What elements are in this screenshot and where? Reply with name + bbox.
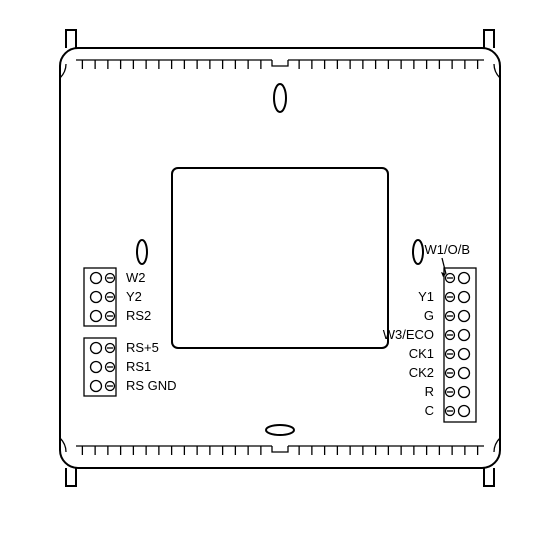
terminal-label: RS2 (126, 308, 151, 323)
terminal-label: RS1 (126, 359, 151, 374)
tab-bottom-right (484, 468, 494, 486)
terminal-label: G (424, 308, 434, 323)
terminal-ring (91, 343, 102, 354)
terminal-label: RS+5 (126, 340, 159, 355)
rail-notch (272, 446, 288, 452)
tab-top-right (484, 30, 494, 48)
terminal-label: RS GND (126, 378, 177, 393)
terminal-label: W2 (126, 270, 146, 285)
mounting-slot (266, 425, 294, 435)
rail-notch (272, 60, 288, 66)
tab-top-left (66, 30, 76, 48)
mounting-slot (413, 240, 423, 264)
terminal-label: CK1 (409, 346, 434, 361)
terminal-ring (91, 273, 102, 284)
terminal-label: Y2 (126, 289, 142, 304)
terminal-ring (91, 381, 102, 392)
terminal-ring (91, 362, 102, 373)
terminal-ring (91, 292, 102, 303)
terminal-ring (459, 330, 470, 341)
terminal-ring (459, 387, 470, 398)
tab-bottom-left (66, 468, 76, 486)
right-terminal-box (444, 268, 476, 422)
terminal-ring (459, 273, 470, 284)
terminal-label: C (425, 403, 434, 418)
terminal-label: Y1 (418, 289, 434, 304)
terminal-label: CK2 (409, 365, 434, 380)
terminal-label: R (425, 384, 434, 399)
terminal-ring (91, 311, 102, 322)
terminal-label: W3/ECO (383, 327, 434, 342)
terminal-ring (459, 406, 470, 417)
terminal-ring (459, 349, 470, 360)
terminal-label-pointer: W1/O/B (424, 242, 470, 257)
mounting-slot (137, 240, 147, 264)
mounting-slot (274, 84, 286, 112)
terminal-ring (459, 311, 470, 322)
terminal-ring (459, 368, 470, 379)
terminal-ring (459, 292, 470, 303)
center-cutout (172, 168, 388, 348)
